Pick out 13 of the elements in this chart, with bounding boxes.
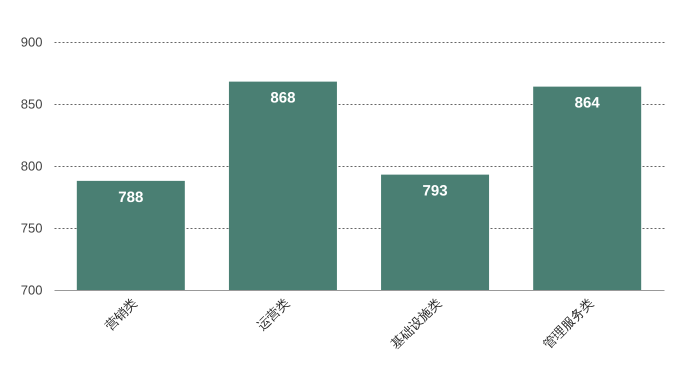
x-tick-label: 基础设施类 [388,295,444,352]
y-tick-label: 800 [20,158,42,174]
data-label: 868 [270,90,296,107]
y-tick-label: 850 [20,96,42,112]
data-label: 788 [118,188,144,206]
data-label: 793 [422,182,448,200]
data-label: 864 [574,94,600,112]
y-tick-label: 900 [20,34,42,50]
x-tick-label: 管理服务类 [540,295,596,352]
x-tick-label: 营销类 [102,295,140,334]
x-tick-label: 运营类 [254,295,292,334]
y-tick-label: 750 [20,220,42,236]
y-tick-label: 700 [20,282,42,298]
